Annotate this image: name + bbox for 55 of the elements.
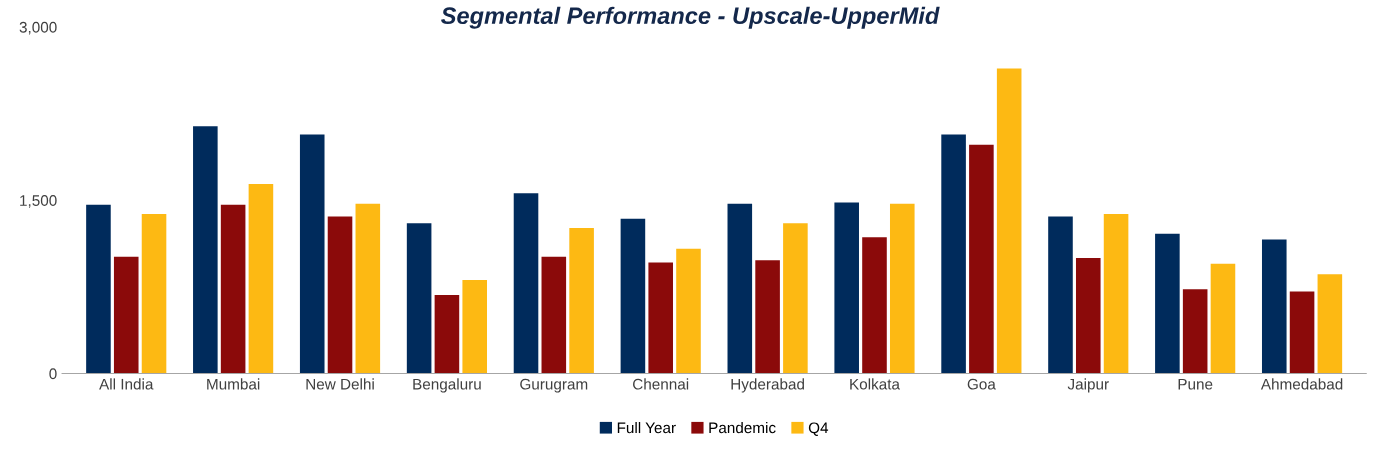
bar xyxy=(1210,263,1236,374)
bar xyxy=(1048,216,1073,374)
legend-label: Q4 xyxy=(808,422,829,436)
bar xyxy=(513,193,539,374)
bar xyxy=(1289,291,1315,374)
y-tick-label: 0 xyxy=(49,368,57,380)
bar xyxy=(113,256,139,374)
y-tick-label: 1,500 xyxy=(20,195,57,208)
legend-label: Pandemic xyxy=(709,421,776,434)
x-tick-label: Ahmedabad xyxy=(1260,378,1343,390)
bar xyxy=(648,262,673,374)
bar xyxy=(1182,289,1208,374)
bar xyxy=(676,248,701,374)
bar xyxy=(462,279,487,374)
x-tick-label: New Delhi xyxy=(306,378,374,390)
bar xyxy=(248,184,274,374)
bar xyxy=(1261,239,1287,374)
bar xyxy=(406,223,432,374)
bar xyxy=(969,144,994,374)
bar xyxy=(141,214,167,374)
bar xyxy=(941,134,966,374)
bar xyxy=(193,126,218,374)
bar xyxy=(299,134,325,374)
x-tick-label: Chennai xyxy=(633,378,689,390)
x-tick-label: Mumbai xyxy=(207,378,260,390)
bar xyxy=(86,204,111,374)
x-tick-label: Kolkata xyxy=(850,378,900,390)
x-tick-label: All India xyxy=(99,378,154,390)
bar xyxy=(996,68,1022,374)
bar xyxy=(727,203,753,374)
x-tick-label: Bengaluru xyxy=(413,378,481,393)
y-tick-label: 3,000 xyxy=(19,21,57,35)
x-tick-label: Jaipur xyxy=(1067,378,1109,393)
bar xyxy=(541,256,567,374)
bar xyxy=(1317,274,1343,374)
bar xyxy=(327,216,353,374)
bar xyxy=(755,260,780,374)
bar xyxy=(889,203,915,374)
bar xyxy=(220,204,246,374)
bar xyxy=(620,218,646,374)
bar xyxy=(1103,214,1129,374)
legend-label: Full Year xyxy=(617,421,676,434)
x-tick-label: Pune xyxy=(1178,378,1213,390)
x-tick-label: Hyderabad xyxy=(731,378,804,393)
bar xyxy=(355,203,381,374)
bar xyxy=(834,202,859,374)
bar xyxy=(569,227,594,374)
chart-title: Segmental Performance - Upscale-UpperMid xyxy=(441,6,940,29)
x-tick-label: Gurugram xyxy=(520,378,588,393)
x-tick-label: Goa xyxy=(967,378,996,390)
bar xyxy=(1075,258,1101,374)
bar xyxy=(434,294,460,374)
bar xyxy=(783,223,808,374)
bar xyxy=(1155,233,1180,374)
bar xyxy=(862,237,887,374)
